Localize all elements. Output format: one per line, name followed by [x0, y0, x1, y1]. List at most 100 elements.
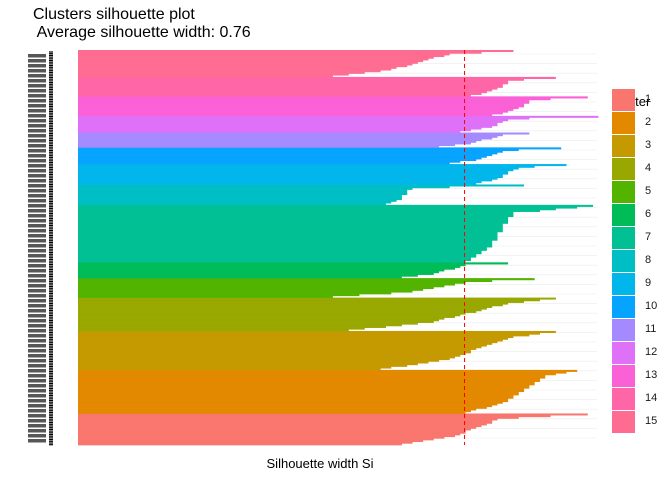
silhouette-bar: [78, 53, 450, 56]
silhouette-bar: [78, 312, 466, 315]
silhouette-bar: [78, 152, 498, 155]
y-axis-tick-label: [28, 259, 46, 263]
legend-item: 10: [612, 296, 672, 319]
silhouette-bar: [78, 349, 471, 352]
silhouette-bar: [78, 238, 498, 241]
silhouette-bar: [78, 208, 556, 211]
y-axis-tick-label: [28, 429, 46, 433]
silhouette-bar: [78, 420, 493, 423]
silhouette-bar: [78, 92, 482, 95]
silhouette-bar: [78, 441, 413, 444]
silhouette-bar: [78, 341, 498, 344]
silhouette-bar: [78, 322, 418, 325]
silhouette-bar: [78, 257, 471, 260]
silhouette-bar: [78, 211, 514, 214]
y-axis-tick-label: [28, 324, 46, 328]
legend-swatch: [612, 250, 635, 272]
silhouette-bar: [78, 235, 498, 238]
silhouette-bar: [78, 66, 397, 69]
silhouette-bar: [78, 75, 333, 78]
y-axis-tick-label: [28, 119, 46, 123]
silhouette-bar: [78, 304, 503, 307]
silhouette-bar: [78, 361, 429, 364]
silhouette-bar: [78, 359, 440, 362]
y-axis-tick-label: [28, 189, 46, 193]
legend-swatch: [612, 204, 635, 226]
silhouette-bar: [78, 160, 461, 163]
y-axis-tick-label: [28, 354, 46, 358]
silhouette-bar: [78, 319, 440, 322]
silhouette-bar: [78, 96, 588, 99]
legend-label: 4: [645, 162, 652, 174]
y-axis-tick-label: [28, 239, 46, 243]
silhouette-bar: [78, 191, 408, 194]
silhouette-bar: [78, 221, 509, 224]
silhouette-bar: [78, 187, 413, 190]
legend-swatch: [612, 89, 635, 111]
silhouette-bar: [78, 120, 503, 123]
y-axis-tick-label: [28, 309, 46, 313]
silhouette-bar: [78, 395, 514, 398]
silhouette-bar: [78, 134, 503, 137]
silhouette-bar: [78, 373, 556, 376]
silhouette-bar: [78, 332, 540, 335]
y-axis-tick-label: [28, 184, 46, 188]
silhouette-bar: [78, 194, 402, 197]
y-axis-tick-label: [28, 164, 46, 168]
silhouette-bar: [78, 403, 498, 406]
silhouette-bar: [78, 223, 503, 226]
silhouette-bar: [78, 144, 456, 147]
silhouette-bar: [78, 169, 514, 172]
silhouette-bar: [78, 124, 498, 127]
silhouette-bar: [78, 440, 424, 443]
silhouette-bar: [78, 137, 493, 140]
silhouette-bar: [78, 384, 530, 388]
y-axis-tick-label: [28, 304, 46, 308]
silhouette-bar: [78, 294, 360, 297]
y-axis-tick-label: [28, 114, 46, 118]
silhouette-bar: [78, 285, 445, 288]
y-axis-tick-label: [28, 314, 46, 318]
silhouette-bar: [78, 415, 551, 418]
y-axis-tick-label: [28, 194, 46, 198]
legend-label: 13: [645, 369, 658, 381]
legend-swatch: [612, 112, 635, 134]
silhouette-bar: [78, 393, 519, 396]
y-axis-tick-label: [28, 159, 46, 163]
silhouette-bar: [78, 267, 456, 270]
silhouette-bar: [78, 435, 456, 438]
silhouette-bar: [78, 260, 466, 263]
silhouette-bar: [78, 364, 408, 367]
y-axis-tick-label: [28, 179, 46, 183]
silhouette-bar: [78, 426, 477, 429]
silhouette-bar: [78, 203, 386, 206]
silhouette-bar: [78, 91, 487, 94]
silhouette-bar: [78, 216, 509, 219]
silhouette-bar: [78, 51, 482, 54]
y-axis-tick-label: [28, 69, 46, 73]
silhouette-bar: [78, 114, 493, 117]
silhouette-bar: [78, 288, 424, 291]
silhouette-bar: [78, 347, 477, 350]
y-axis-tick-label: [28, 344, 46, 348]
silhouette-bar: [78, 65, 408, 68]
silhouette-bar: [78, 416, 519, 419]
y-axis-tick-label: [28, 369, 46, 373]
silhouette-bar: [78, 242, 493, 245]
y-axis-tick-label: [28, 154, 46, 158]
silhouette-bar: [78, 199, 397, 202]
y-axis-tick-label: [28, 204, 46, 208]
silhouette-bar: [78, 281, 466, 284]
silhouette-bar: [78, 198, 402, 201]
silhouette-bar: [78, 366, 392, 369]
silhouette-bar: [78, 413, 588, 416]
silhouette-bar: [78, 68, 392, 71]
silhouette-bar: [78, 76, 556, 80]
silhouette-bar: [78, 290, 413, 293]
x-axis-label: Silhouette width Si: [266, 456, 374, 471]
y-axis-tick-label: [28, 389, 46, 393]
silhouette-bar: [78, 73, 349, 76]
silhouette-bar: [78, 177, 498, 180]
silhouette-bar: [78, 230, 503, 233]
